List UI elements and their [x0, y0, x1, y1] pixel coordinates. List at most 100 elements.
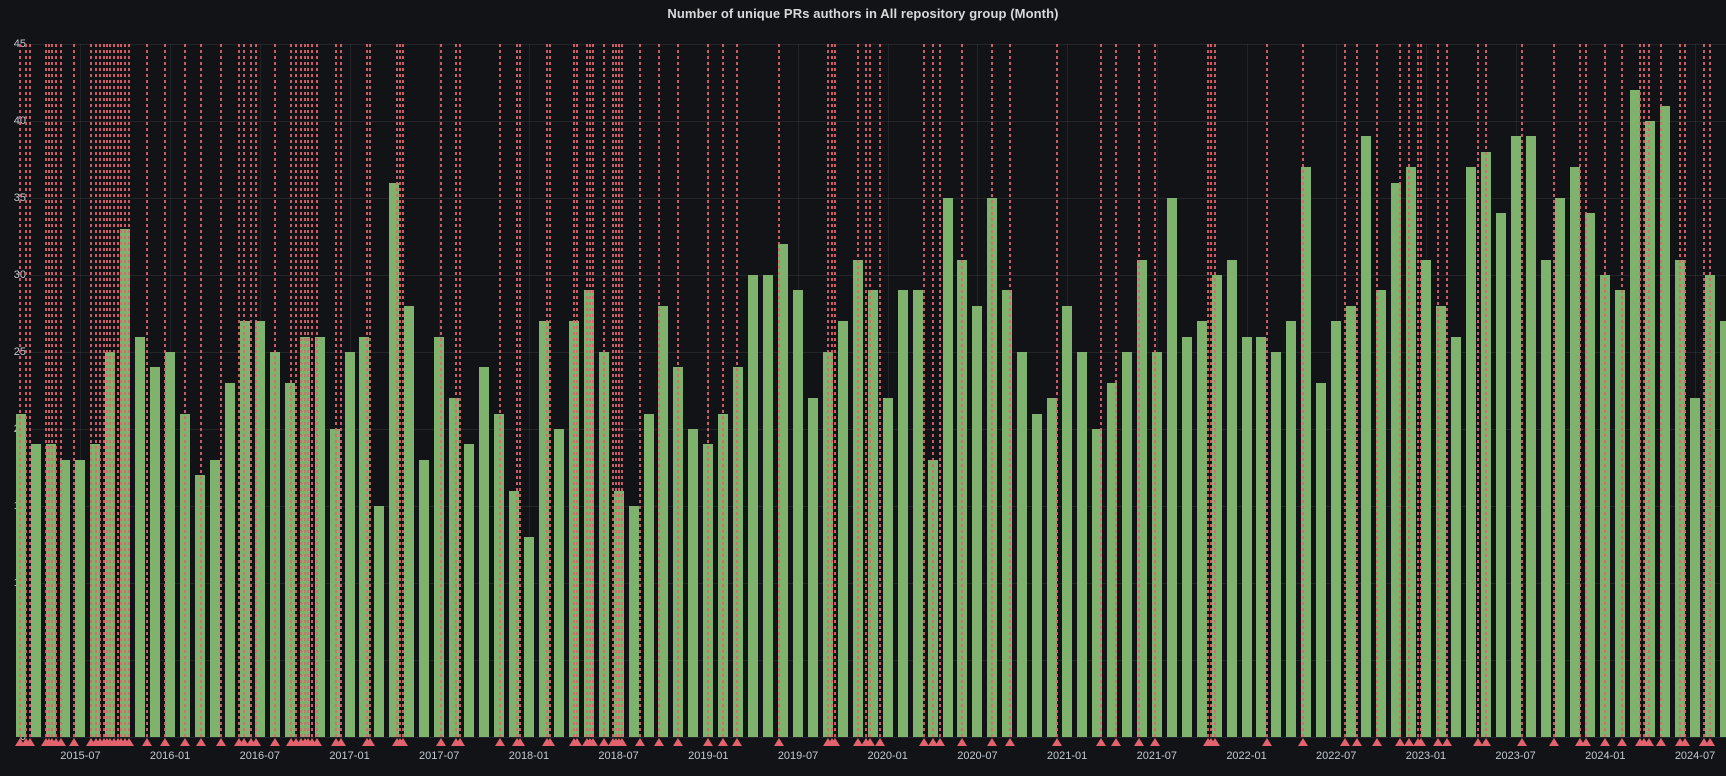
- annotation-marker-icon[interactable]: [1133, 738, 1144, 746]
- annotation-line: [1638, 44, 1641, 737]
- annotation-line: [219, 44, 222, 737]
- annotation-marker-icon[interactable]: [1549, 738, 1560, 746]
- bar: [1585, 213, 1596, 737]
- annotation-marker-icon[interactable]: [1574, 738, 1585, 746]
- bar: [359, 336, 370, 737]
- annotation-marker-icon[interactable]: [864, 738, 875, 746]
- annotation-marker-icon[interactable]: [196, 738, 207, 746]
- annotation-marker-icon[interactable]: [1298, 738, 1309, 746]
- bar: [209, 459, 220, 737]
- annotation-marker-icon[interactable]: [731, 738, 742, 746]
- annotation-marker-icon[interactable]: [85, 738, 96, 746]
- annotation-marker-icon[interactable]: [634, 738, 645, 746]
- annotation-marker-icon[interactable]: [1643, 738, 1654, 746]
- annotation-marker-icon[interactable]: [245, 738, 256, 746]
- annotation-marker-icon[interactable]: [852, 738, 863, 746]
- bar: [1376, 290, 1387, 737]
- annotation-marker-icon[interactable]: [927, 738, 938, 746]
- annotation-line: [311, 44, 314, 737]
- annotation-marker-icon[interactable]: [598, 738, 609, 746]
- annotation-marker-icon[interactable]: [830, 738, 841, 746]
- y-axis-tick-label: 0: [19, 731, 26, 743]
- annotation-marker-icon[interactable]: [398, 738, 409, 746]
- annotation-marker-icon[interactable]: [14, 738, 25, 746]
- bar: [1047, 398, 1058, 737]
- bar: [1077, 352, 1088, 737]
- annotation-line: [1100, 44, 1103, 737]
- annotation-marker-icon[interactable]: [544, 738, 555, 746]
- annotation-marker-icon[interactable]: [673, 738, 684, 746]
- bar: [1181, 336, 1192, 737]
- annotation-marker-icon[interactable]: [435, 738, 446, 746]
- annotation-marker-icon[interactable]: [290, 738, 301, 746]
- annotation-line: [1702, 44, 1705, 737]
- bar: [1690, 398, 1700, 737]
- annotation-marker-icon[interactable]: [1600, 738, 1611, 746]
- annotation-marker-icon[interactable]: [1698, 738, 1709, 746]
- annotation-marker-icon[interactable]: [1210, 738, 1221, 746]
- x-gridline: [528, 44, 530, 737]
- annotation-marker-icon[interactable]: [1679, 738, 1690, 746]
- annotation-marker-icon[interactable]: [1404, 738, 1415, 746]
- annotation-marker-icon[interactable]: [239, 738, 250, 746]
- annotation-marker-icon[interactable]: [69, 738, 80, 746]
- annotation-marker-icon[interactable]: [1371, 738, 1382, 746]
- annotation-marker-icon[interactable]: [1352, 738, 1363, 746]
- annotation-marker-icon[interactable]: [1340, 738, 1351, 746]
- annotation-line: [879, 44, 882, 737]
- annotation-marker-icon[interactable]: [875, 738, 886, 746]
- annotation-marker-icon[interactable]: [1395, 738, 1406, 746]
- annotation-marker-icon[interactable]: [1704, 738, 1715, 746]
- annotation-marker-icon[interactable]: [957, 738, 968, 746]
- annotation-marker-icon[interactable]: [141, 738, 152, 746]
- annotation-marker-icon[interactable]: [1416, 738, 1427, 746]
- annotation-marker-icon[interactable]: [1150, 738, 1161, 746]
- annotation-marker-icon[interactable]: [24, 738, 35, 746]
- annotation-marker-icon[interactable]: [311, 738, 322, 746]
- annotation-marker-icon[interactable]: [1580, 738, 1591, 746]
- annotation-marker-icon[interactable]: [1616, 738, 1627, 746]
- annotation-marker-icon[interactable]: [773, 738, 784, 746]
- annotation-marker-icon[interactable]: [1655, 738, 1666, 746]
- annotation-line: [1584, 44, 1587, 737]
- annotation-marker-icon[interactable]: [1111, 738, 1122, 746]
- annotation-marker-icon[interactable]: [935, 738, 946, 746]
- annotation-marker-icon[interactable]: [1473, 738, 1484, 746]
- annotation-marker-icon[interactable]: [1005, 738, 1016, 746]
- bar: [1271, 352, 1282, 737]
- annotation-marker-icon[interactable]: [514, 738, 525, 746]
- bar: [912, 290, 923, 737]
- annotation-marker-icon[interactable]: [1441, 738, 1452, 746]
- bar: [1226, 259, 1237, 737]
- annotation-marker-icon[interactable]: [251, 738, 262, 746]
- annotation-line: [113, 44, 116, 737]
- annotation-marker-icon[interactable]: [718, 738, 729, 746]
- annotation-marker-icon[interactable]: [269, 738, 280, 746]
- x-axis-tick-label: 2023-07: [1495, 750, 1536, 762]
- annotation-marker-icon[interactable]: [616, 738, 627, 746]
- annotation-marker-icon[interactable]: [1480, 738, 1491, 746]
- annotation-marker-icon[interactable]: [159, 738, 170, 746]
- annotation-marker-icon[interactable]: [495, 738, 506, 746]
- annotation-marker-icon[interactable]: [455, 738, 466, 746]
- annotation-marker-icon[interactable]: [588, 738, 599, 746]
- annotation-marker-icon[interactable]: [365, 738, 376, 746]
- annotation-marker-icon[interactable]: [571, 738, 582, 746]
- annotation-marker-icon[interactable]: [180, 738, 191, 746]
- annotation-marker-icon[interactable]: [1096, 738, 1107, 746]
- annotation-marker-icon[interactable]: [1516, 738, 1527, 746]
- annotation-marker-icon[interactable]: [55, 738, 66, 746]
- bar: [1241, 336, 1252, 737]
- bar: [897, 290, 908, 737]
- annotation-marker-icon[interactable]: [918, 738, 929, 746]
- annotation-marker-icon[interactable]: [703, 738, 714, 746]
- annotation-marker-icon[interactable]: [233, 738, 244, 746]
- annotation-marker-icon[interactable]: [653, 738, 664, 746]
- annotation-marker-icon[interactable]: [123, 738, 134, 746]
- annotation-marker-icon[interactable]: [335, 738, 346, 746]
- annotation-marker-icon[interactable]: [1051, 738, 1062, 746]
- annotation-marker-icon[interactable]: [987, 738, 998, 746]
- annotation-marker-icon[interactable]: [1262, 738, 1273, 746]
- annotation-marker-icon[interactable]: [1432, 738, 1443, 746]
- annotation-marker-icon[interactable]: [215, 738, 226, 746]
